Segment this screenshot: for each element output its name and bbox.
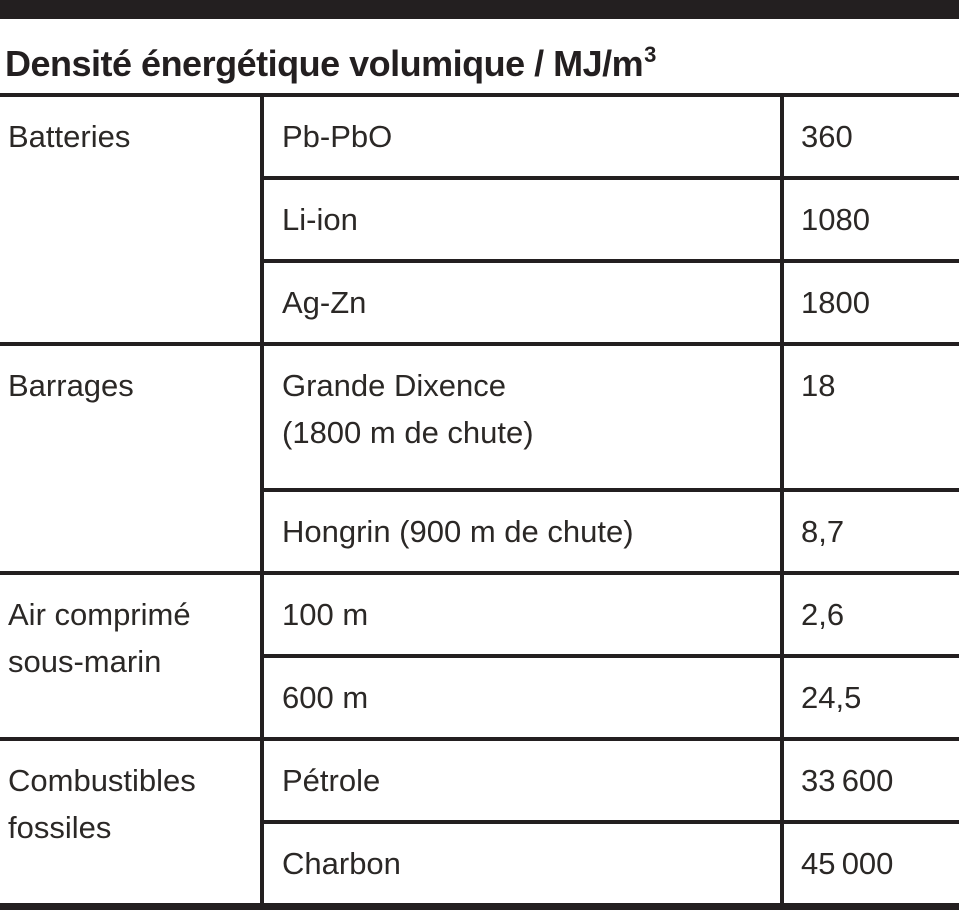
table-row: Charbon 45 000	[0, 822, 959, 909]
item-cell: 100 m	[262, 573, 784, 658]
item-cell: Ag-Zn	[262, 261, 784, 346]
value-cell: 24,5	[782, 656, 959, 741]
value-cell: 1080	[782, 178, 959, 263]
table-row: Li-ion 1080	[0, 178, 959, 263]
item-cell: Hongrin (900 m de chute)	[262, 490, 784, 575]
table-row: Ag-Zn 1800	[0, 261, 959, 346]
table-row: Air comprimé sous-marin 100 m 2,6	[0, 573, 959, 741]
category-cell-batteries: Batteries	[0, 95, 264, 346]
page-title-text: Densité énergétique volumique / MJ/m	[5, 43, 644, 84]
value-cell: 45 000	[782, 822, 959, 909]
value-cell: 18	[782, 344, 959, 492]
energy-density-table: Batteries Pb-PbO 360 Li-ion 1080 Ag-Zn 1…	[0, 93, 959, 910]
category-cell-air-comprime: Air comprimé sous-marin	[0, 573, 264, 741]
item-cell: Pb-PbO	[262, 95, 784, 180]
item-cell: Grande Dixence (1800 m de chute)	[262, 344, 784, 492]
top-rule-bar	[0, 0, 959, 19]
category-cell-combustibles: Combustibles fossiles	[0, 739, 264, 909]
item-cell: 600 m	[262, 656, 784, 741]
page-title-exponent: 3	[644, 42, 656, 67]
value-cell: 360	[782, 95, 959, 180]
value-cell: 33 600	[782, 739, 959, 824]
category-cell-barrages: Barrages	[0, 344, 264, 575]
table-row: Hongrin (900 m de chute) 8,7	[0, 490, 959, 575]
page-title: Densité énergétique volumique / MJ/m3	[0, 19, 959, 93]
item-cell: Li-ion	[262, 178, 784, 263]
table-row: Batteries Pb-PbO 360	[0, 95, 959, 346]
item-cell: Charbon	[262, 822, 784, 909]
table-row: Combustibles fossiles Pétrole 33 600	[0, 739, 959, 909]
value-cell: 1800	[782, 261, 959, 346]
value-cell: 2,6	[782, 573, 959, 658]
value-cell: 8,7	[782, 490, 959, 575]
item-cell: Pétrole	[262, 739, 784, 824]
table-row: 600 m 24,5	[0, 656, 959, 741]
table-row: Barrages Grande Dixence (1800 m de chute…	[0, 344, 959, 575]
